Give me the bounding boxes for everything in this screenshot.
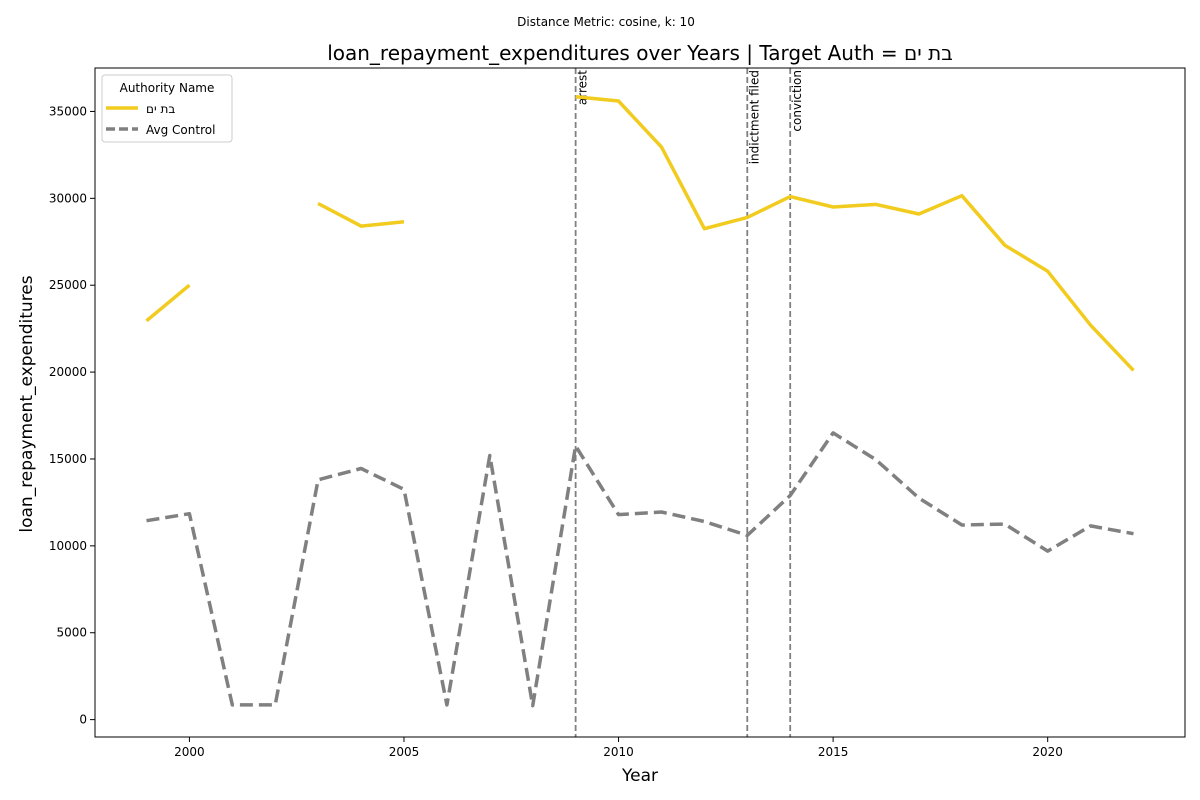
series-line-bat-yam: [317, 201, 405, 228]
legend: Authority Name בת ים Avg Control: [101, 74, 233, 143]
series-line-avg-control: [146, 431, 1134, 708]
y-tick-label: 35000: [49, 104, 87, 118]
y-axis-label: loan_repayment_expenditures: [17, 275, 37, 532]
y-tick-label: 30000: [49, 191, 87, 205]
chart-title: loan_repayment_expenditures over Years |…: [327, 41, 953, 65]
event-label: conviction: [790, 70, 804, 132]
x-tick-label: 2010: [603, 745, 634, 759]
legend-box: [101, 74, 233, 143]
legend-label-avg-control: Avg Control: [146, 123, 215, 137]
y-axis: 0 5000 10000 15000 20000 25000 30000 35000: [49, 104, 95, 727]
series-lines: [145, 94, 1135, 708]
x-tick-label: 2015: [818, 745, 849, 759]
event-label: arrest: [576, 70, 590, 105]
legend-title: Authority Name: [120, 81, 215, 95]
y-tick-label: 15000: [49, 452, 87, 466]
series-line-bat-yam: [145, 283, 191, 323]
y-tick-label: 20000: [49, 365, 87, 379]
x-tick-label: 2005: [389, 745, 420, 759]
event-markers: arrest indictment filed conviction: [574, 68, 804, 737]
plot-frame: [94, 67, 1186, 738]
x-axis-label: Year: [621, 766, 658, 786]
y-tick-label: 25000: [49, 278, 87, 292]
y-tick-label: 10000: [49, 539, 87, 553]
x-axis: 2000 2005 2010 2015 2020: [174, 737, 1063, 759]
event-label: indictment filed: [747, 70, 761, 164]
y-tick-label: 5000: [56, 626, 87, 640]
series-line-bat-yam: [575, 94, 1135, 372]
x-tick-label: 2020: [1032, 745, 1063, 759]
chart-suptitle: Distance Metric: cosine, k: 10: [517, 15, 695, 29]
y-tick-label: 0: [79, 713, 87, 727]
x-tick-label: 2000: [174, 745, 205, 759]
legend-label-bat-yam: בת ים: [146, 102, 175, 116]
